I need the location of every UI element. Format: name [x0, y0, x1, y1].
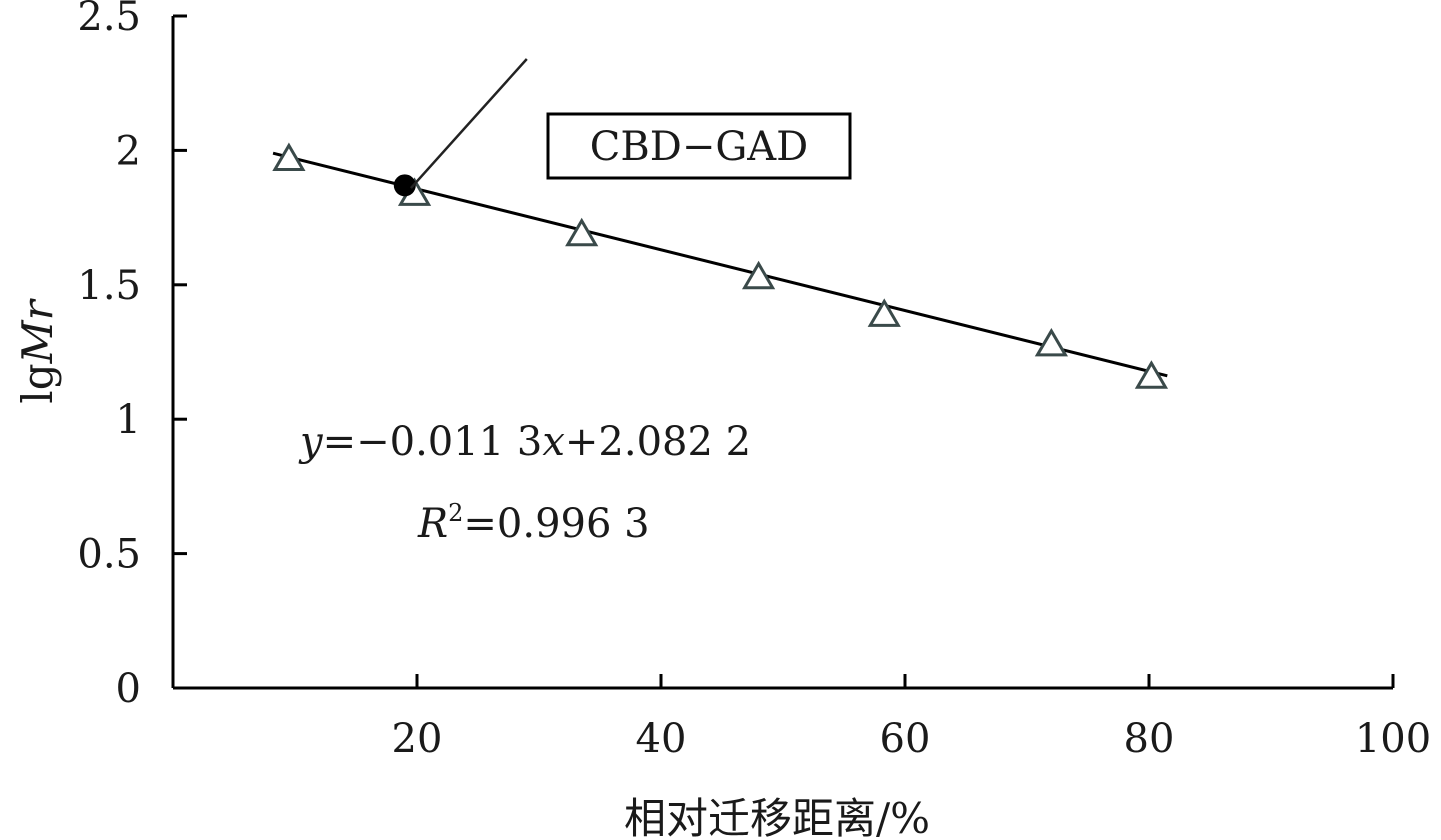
equation-part-2: +2.082 2 [565, 419, 751, 465]
equation-y-var: y [298, 419, 324, 465]
r-squared: R2=0.996 3 [417, 499, 650, 547]
regression-line [272, 151, 1168, 378]
callout-label: CBD−GAD [590, 124, 809, 170]
x-tick-label: 40 [636, 716, 687, 762]
y-tick-group: 0 0.5 1 1.5 2 2.5 [77, 0, 187, 712]
cbd-gad-point [393, 174, 416, 197]
data-point-marker [1134, 360, 1169, 389]
y-tick-label: 0 [116, 666, 141, 712]
data-point-marker [1034, 327, 1069, 357]
x-tick-label: 60 [880, 716, 931, 762]
r-squared-var: R [417, 501, 448, 547]
y-tick-label: 2 [116, 128, 141, 174]
data-point-marker [867, 298, 901, 327]
regression-equation: y=−0.011 3x+2.082 2 [298, 419, 751, 465]
data-point-marker [565, 217, 599, 247]
data-point-marker [741, 260, 776, 290]
data-markers [272, 142, 1169, 389]
y-tick-label: 2.5 [77, 0, 141, 40]
x-tick-label: 100 [1355, 716, 1431, 762]
y-axis-title-prefix: lg [13, 363, 62, 403]
equation-x-var: x [542, 419, 565, 465]
x-tick-label: 20 [392, 716, 443, 762]
r-squared-exp: 2 [448, 499, 463, 527]
callout-box [546, 112, 852, 180]
callout-leader-line [409, 58, 528, 189]
equation-part-1: =−0.011 3 [323, 419, 543, 465]
r-squared-value: =0.996 3 [463, 501, 649, 547]
plot-axes [171, 16, 1393, 690]
y-tick-label: 0.5 [77, 532, 141, 578]
y-tick-label: 1.5 [77, 263, 141, 309]
data-point-marker [272, 142, 306, 171]
x-tick-label: 80 [1124, 716, 1175, 762]
x-tick-group: 20 40 60 80 100 [392, 674, 1431, 762]
y-tick-label: 1 [116, 397, 141, 443]
x-axis-title: 相对迁移距离/% [624, 794, 930, 840]
y-axis-title: lgMr [13, 297, 62, 403]
y-axis-title-italic: Mr [13, 297, 62, 364]
